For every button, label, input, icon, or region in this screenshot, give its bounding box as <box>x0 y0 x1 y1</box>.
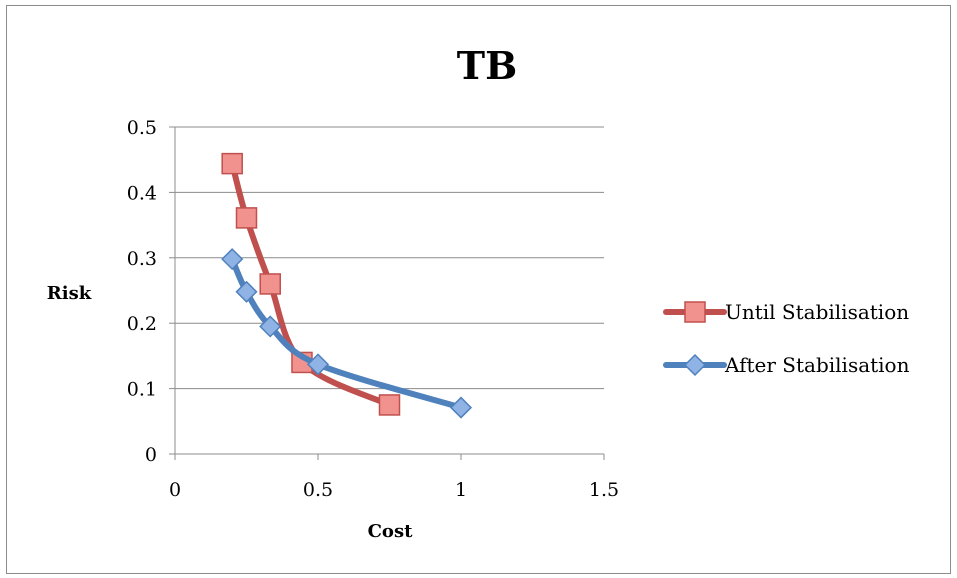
data-point-after-stabilisation <box>221 248 244 271</box>
x-tick-label: 1.5 <box>589 479 619 501</box>
x-tick-label: 0.5 <box>303 479 333 501</box>
data-point-after-stabilisation <box>259 315 282 338</box>
y-tick-label: 0.1 <box>127 379 157 401</box>
data-point-after-stabilisation <box>235 280 258 303</box>
x-tick-label: 0 <box>169 479 181 501</box>
y-tick-label: 0.5 <box>127 117 157 139</box>
series-layer <box>221 152 473 419</box>
legend: Until Stabilisation After Stabilisation <box>663 300 910 377</box>
data-point-after-stabilisation <box>306 353 330 376</box>
ticks-layer: 0 0.1 0.2 0.3 0.4 0.5 0 0.5 1 1.5 <box>127 117 619 501</box>
data-point-until-stabilisation <box>378 394 401 416</box>
data-point-until-stabilisation <box>221 152 243 175</box>
y-tick-label: 0.2 <box>127 313 157 335</box>
axes-layer <box>169 126 605 460</box>
legend-item-until-stabilisation: Until Stabilisation <box>663 300 909 324</box>
grid-layer <box>175 126 604 390</box>
legend-label: Until Stabilisation <box>725 300 909 324</box>
legend-swatch-marker <box>683 353 707 377</box>
y-tick-label: 0 <box>145 444 157 466</box>
legend-label: After Stabilisation <box>724 353 910 377</box>
data-point-after-stabilisation <box>449 396 473 419</box>
series-after-stabilisation <box>221 248 473 419</box>
x-tick-label: 1 <box>455 479 467 501</box>
data-point-until-stabilisation <box>235 207 258 229</box>
y-tick-label: 0.3 <box>127 248 157 270</box>
chart-frame <box>6 5 951 574</box>
series-until-stabilisation <box>221 152 401 416</box>
chart-title: TB <box>457 43 517 88</box>
y-tick-label: 0.4 <box>127 182 157 204</box>
y-axis-label: Risk <box>47 283 92 304</box>
legend-item-after-stabilisation: After Stabilisation <box>663 353 910 377</box>
x-axis-label: Cost <box>368 521 413 542</box>
data-point-until-stabilisation <box>259 273 281 295</box>
legend-swatch-marker <box>684 301 706 323</box>
